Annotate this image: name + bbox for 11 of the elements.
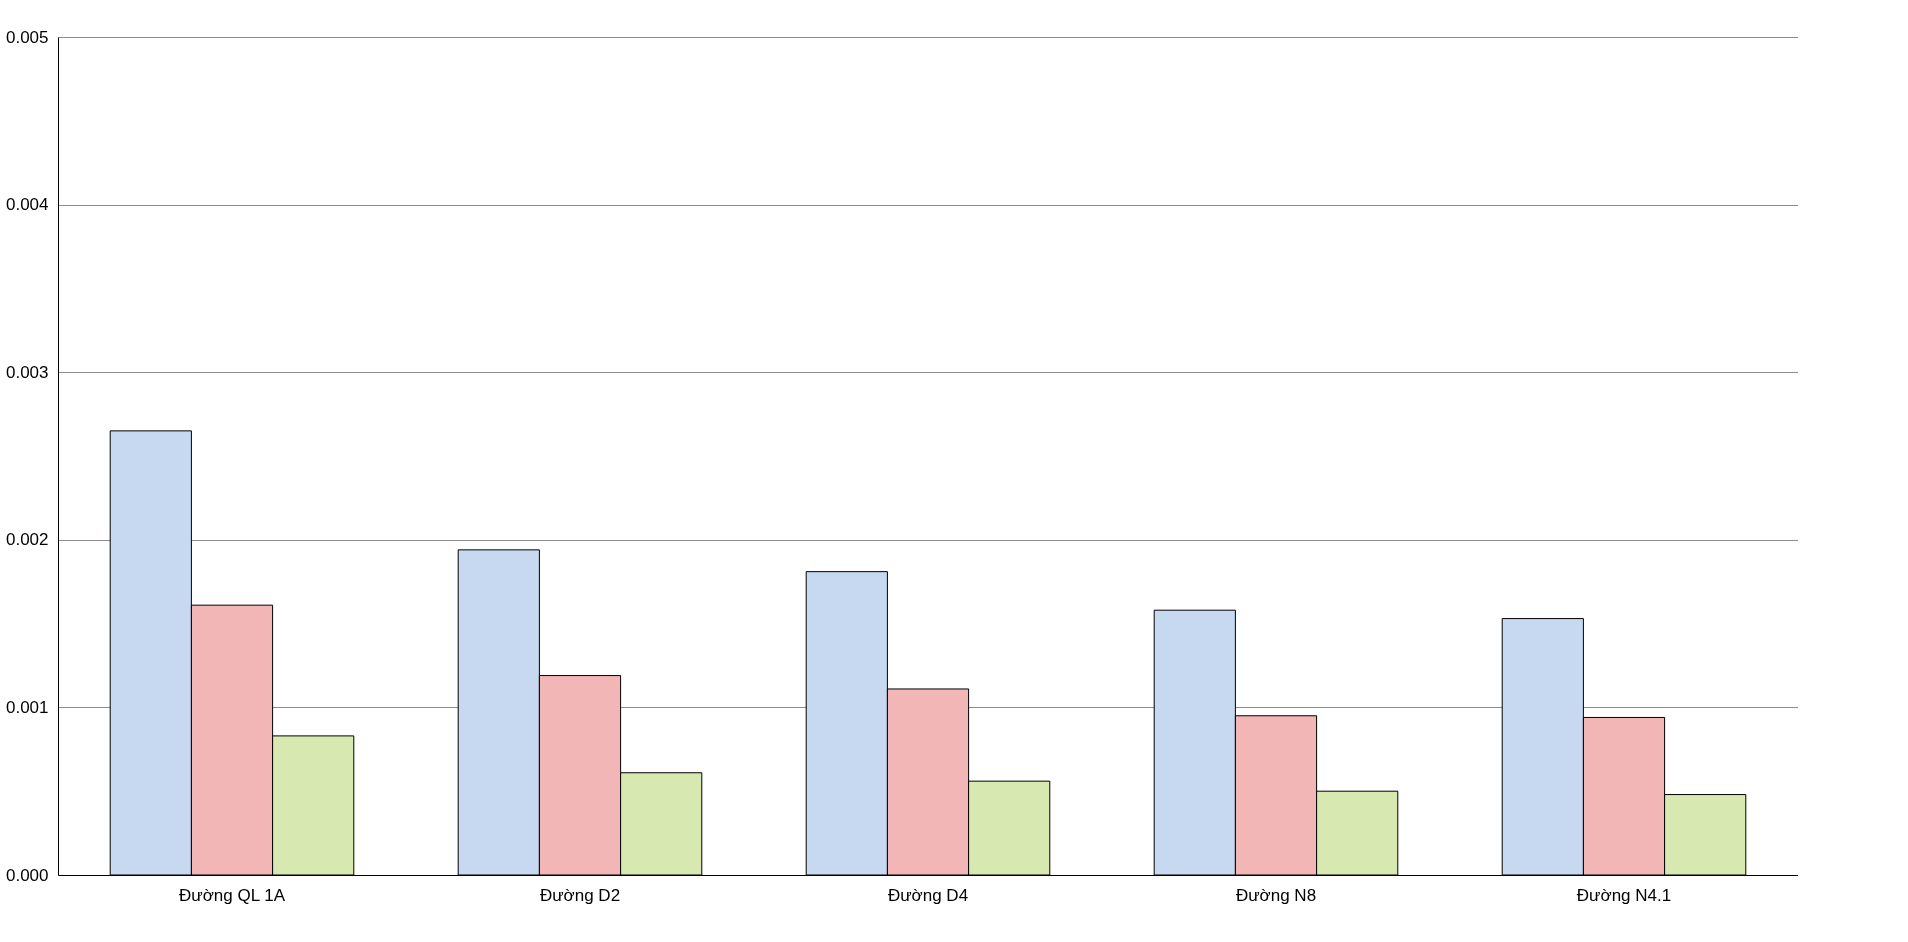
y-tick-label: 0.004 [5,195,49,215]
y-tick-label: 0.000 [5,865,49,885]
x-tick-label: Đường D2 [539,885,621,905]
x-tick-label: Đường QL 1A [178,885,286,905]
x-tick-label: Đường N4.1 [1576,885,1672,905]
x-tick-label: Đường N8 [1235,885,1317,905]
y-tick-label: 0.002 [5,530,49,550]
y-tick-label: 0.005 [5,27,49,47]
y-tick-label: 0.001 [5,697,49,717]
y-tick-label: 0.003 [5,362,49,382]
x-tick-label: Đường D4 [887,885,969,905]
